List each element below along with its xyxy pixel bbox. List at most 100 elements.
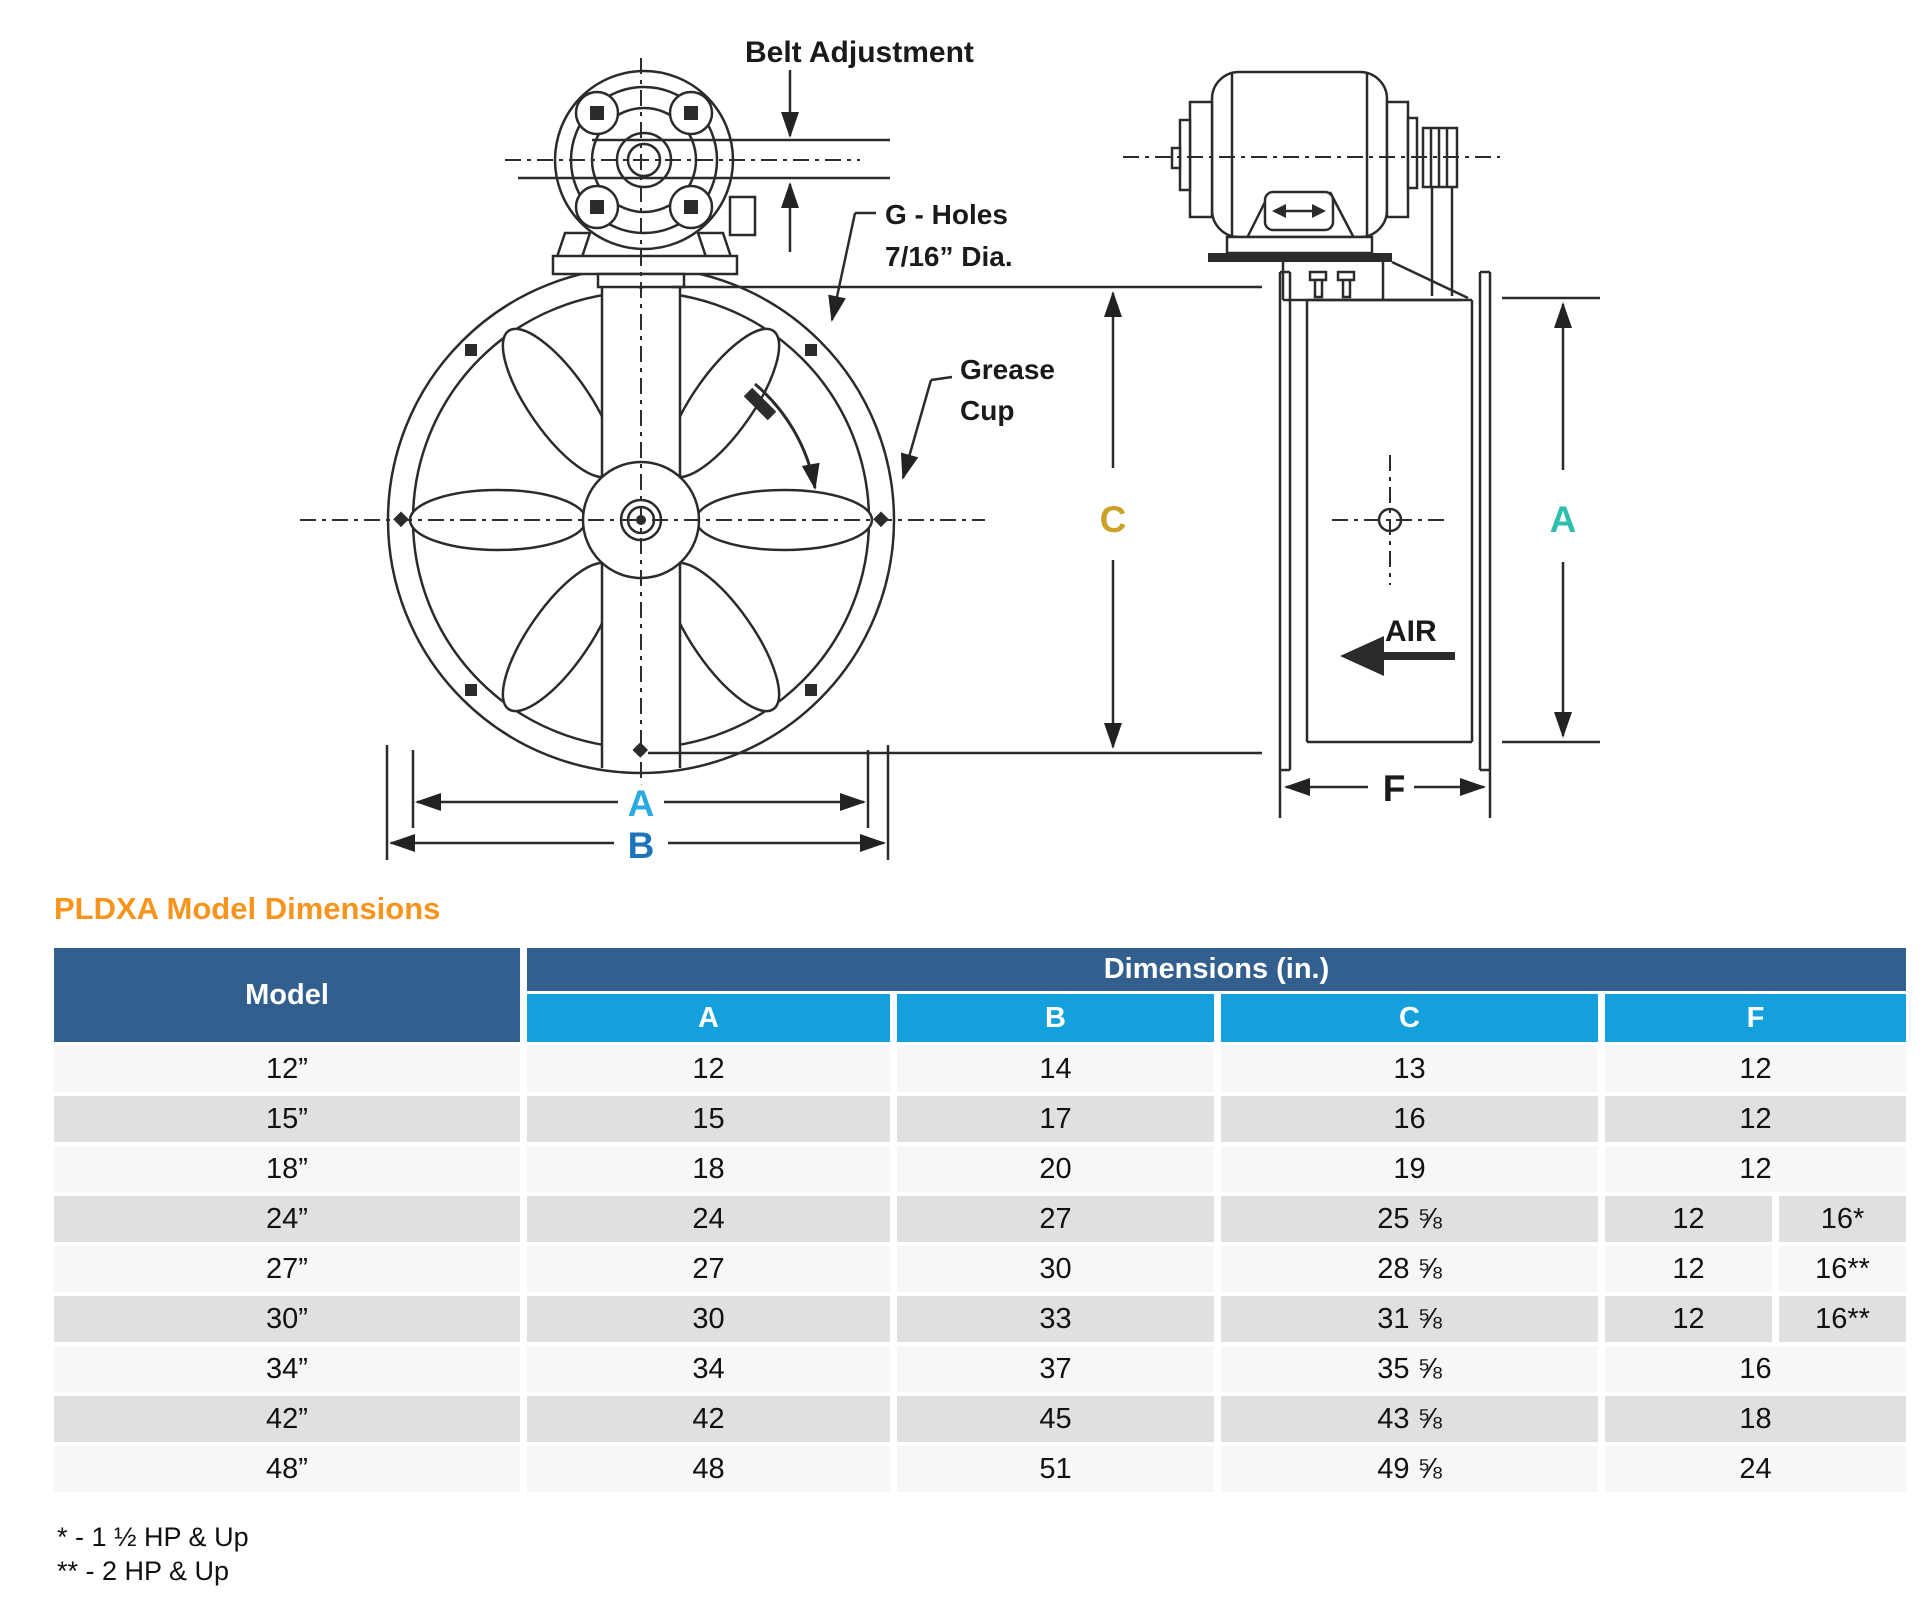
front-view-drawing: [300, 58, 985, 860]
column-header-dimensions: Dimensions (in.): [527, 948, 1906, 991]
cell-model: 12”: [54, 1046, 520, 1092]
cell-model: 48”: [54, 1446, 520, 1492]
fan-technical-drawing: Belt Adjustment G - Holes 7/16” Dia. Gre…: [300, 36, 1600, 866]
dimension-f: [1278, 770, 1492, 818]
side-view-drawing: [648, 70, 1600, 818]
cell-model: 34”: [54, 1346, 520, 1392]
table-row: 15” 15 17 16 12: [54, 1096, 1906, 1142]
motor-side-view: [1170, 70, 1419, 239]
cell-f2: 16*: [1779, 1196, 1906, 1242]
cell-b: 27: [897, 1196, 1214, 1242]
cell-f-split: 12 16**: [1605, 1246, 1906, 1292]
g-holes-label-line1: G - Holes: [885, 199, 1008, 230]
cell-b: 17: [897, 1096, 1214, 1142]
section-heading: PLDXA Model Dimensions: [54, 891, 441, 926]
table-row: 34” 34 37 35 ⅝ 16: [54, 1346, 1906, 1392]
cell-c: 19: [1221, 1146, 1598, 1192]
cell-model: 42”: [54, 1396, 520, 1442]
cell-a: 18: [527, 1146, 890, 1192]
cell-c: 16: [1221, 1096, 1598, 1142]
duct-body: [1278, 270, 1492, 772]
cell-c: 31 ⅝: [1221, 1296, 1598, 1342]
column-header-model: Model: [54, 948, 520, 1042]
table-row: 42” 42 45 43 ⅝ 18: [54, 1396, 1906, 1442]
cell-c: 35 ⅝: [1221, 1346, 1598, 1392]
cell-b: 45: [897, 1396, 1214, 1442]
cell-c: 13: [1221, 1046, 1598, 1092]
pulley-and-belt: [1421, 126, 1459, 296]
cell-model: 30”: [54, 1296, 520, 1342]
cell-c: 25 ⅝: [1221, 1196, 1598, 1242]
table-header: Model Dimensions (in.) A B C F: [54, 948, 1906, 1042]
belt-adjustment-slot: [1245, 190, 1356, 239]
dimension-a-side: [1502, 296, 1600, 744]
footnote-double-star: ** - 2 HP & Up: [57, 1556, 230, 1586]
front-dimension-lines: [385, 745, 890, 860]
cell-a: 27: [527, 1246, 890, 1292]
motor-side-tab: [728, 195, 757, 237]
cell-f: 12: [1605, 1046, 1906, 1092]
table-body: 12” 12 14 13 12 15” 15 17 16 12 18” 18 2…: [54, 1046, 1906, 1492]
cell-model: 18”: [54, 1146, 520, 1192]
cell-model: 15”: [54, 1096, 520, 1142]
table-row: 48” 48 51 49 ⅝ 24: [54, 1446, 1906, 1492]
cell-model: 27”: [54, 1246, 520, 1292]
cell-a: 42: [527, 1396, 890, 1442]
cell-b: 14: [897, 1046, 1214, 1092]
table-row: 27” 27 30 28 ⅝ 12 16**: [54, 1246, 1906, 1292]
cell-b: 20: [897, 1146, 1214, 1192]
table-row: 30” 30 33 31 ⅝ 12 16**: [54, 1296, 1906, 1342]
table-row: 18” 18 20 19 12: [54, 1146, 1906, 1192]
cell-model: 24”: [54, 1196, 520, 1242]
dim-letter-a-side: A: [1550, 499, 1577, 540]
table-row: 24” 24 27 25 ⅝ 12 16*: [54, 1196, 1906, 1242]
cell-f2: 16**: [1779, 1296, 1906, 1342]
footnote-single-star: * - 1 ½ HP & Up: [57, 1522, 249, 1552]
belt-adjustment-dimension: [518, 70, 890, 252]
dim-letter-c-side: C: [1100, 499, 1127, 540]
air-label: AIR: [1385, 615, 1437, 648]
dim-letter-a-front: A: [628, 783, 655, 824]
column-header-a: A: [527, 994, 890, 1042]
model-dimensions-table: Model Dimensions (in.) A B C F 12” 12 14…: [54, 948, 1906, 1496]
rotation-arrow: [754, 382, 820, 490]
cell-b: 30: [897, 1246, 1214, 1292]
cell-c: 49 ⅝: [1221, 1446, 1598, 1492]
cell-f1: 12: [1605, 1196, 1772, 1242]
dim-letter-b-front: B: [628, 825, 655, 866]
cell-f: 18: [1605, 1396, 1906, 1442]
cell-b: 33: [897, 1296, 1214, 1342]
cell-a: 12: [527, 1046, 890, 1092]
cell-f: 24: [1605, 1446, 1906, 1492]
grease-label: Grease: [960, 354, 1055, 385]
cell-f1: 12: [1605, 1296, 1772, 1342]
cup-label: Cup: [960, 395, 1014, 426]
cell-f: 12: [1605, 1146, 1906, 1192]
cell-a: 15: [527, 1096, 890, 1142]
g-holes-label-line2: 7/16” Dia.: [885, 241, 1013, 272]
cell-b: 51: [897, 1446, 1214, 1492]
motor-bolts: [574, 90, 714, 230]
cell-a: 34: [527, 1346, 890, 1392]
cell-f-split: 12 16*: [1605, 1196, 1906, 1242]
fan-blades: [408, 327, 874, 713]
column-header-c: C: [1221, 994, 1598, 1042]
column-header-f: F: [1605, 994, 1906, 1042]
footnotes: * - 1 ½ HP & Up ** - 2 HP & Up: [57, 1520, 249, 1588]
cell-f: 16: [1605, 1346, 1906, 1392]
cell-f1: 12: [1605, 1246, 1772, 1292]
cell-a: 24: [527, 1196, 890, 1242]
belt-adjustment-label: Belt Adjustment: [745, 36, 974, 69]
duct-centerline-cross: [1332, 455, 1448, 585]
cell-a: 48: [527, 1446, 890, 1492]
g-holes-leader: [828, 211, 876, 322]
cell-f2: 16**: [1779, 1246, 1906, 1292]
cell-c: 28 ⅝: [1221, 1246, 1598, 1292]
cell-f-split: 12 16**: [1605, 1296, 1906, 1342]
cell-a: 30: [527, 1296, 890, 1342]
column-header-b: B: [897, 994, 1214, 1042]
dim-letter-f-side: F: [1383, 768, 1406, 809]
motor-mount: [1208, 235, 1469, 302]
cell-c: 43 ⅝: [1221, 1396, 1598, 1442]
